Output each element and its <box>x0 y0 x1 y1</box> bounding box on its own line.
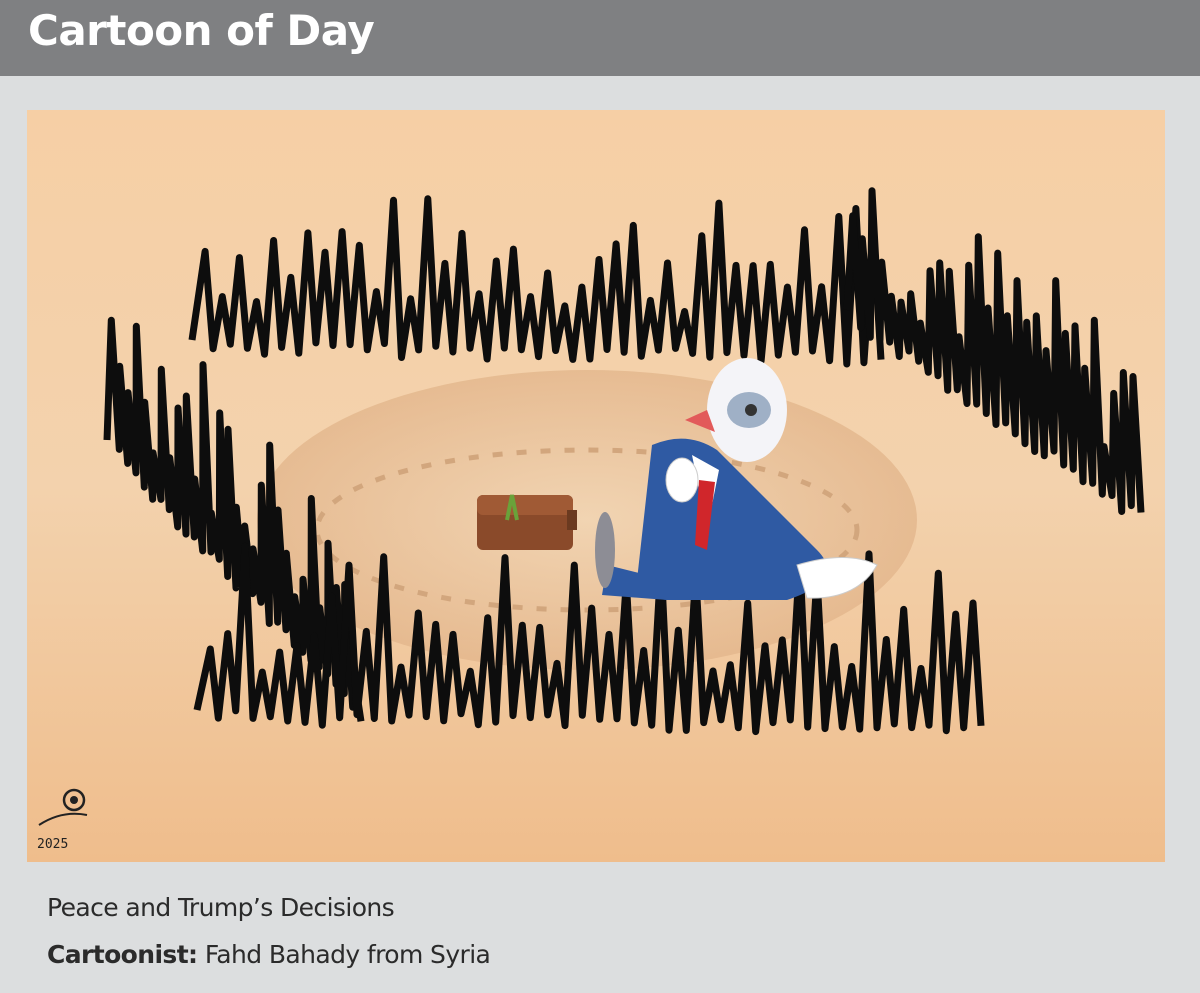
credit-value: Fahd Bahady from Syria <box>204 940 491 969</box>
cartoonist-credit: Cartoonist: Fahd Bahady from Syria <box>47 940 491 969</box>
credit-label: Cartoonist: <box>47 940 198 969</box>
signature-stroke <box>843 187 1145 515</box>
signature-year: 2025 <box>37 837 68 852</box>
briefcase-icon <box>477 494 577 550</box>
signature-fence <box>103 187 1145 736</box>
cartoonist-logo: 2025 <box>37 788 88 852</box>
dove-diplomat-figure <box>595 358 878 600</box>
cartoon-title: Peace and Trump’s Decisions <box>47 893 395 922</box>
section-header: Cartoon of Day <box>0 0 1200 76</box>
footprints-circle <box>314 447 860 613</box>
signature-stroke <box>193 542 985 736</box>
signature-stroke <box>188 195 885 368</box>
section-title: Cartoon of Day <box>28 6 375 55</box>
cartoon-image: 2025 <box>27 110 1165 862</box>
